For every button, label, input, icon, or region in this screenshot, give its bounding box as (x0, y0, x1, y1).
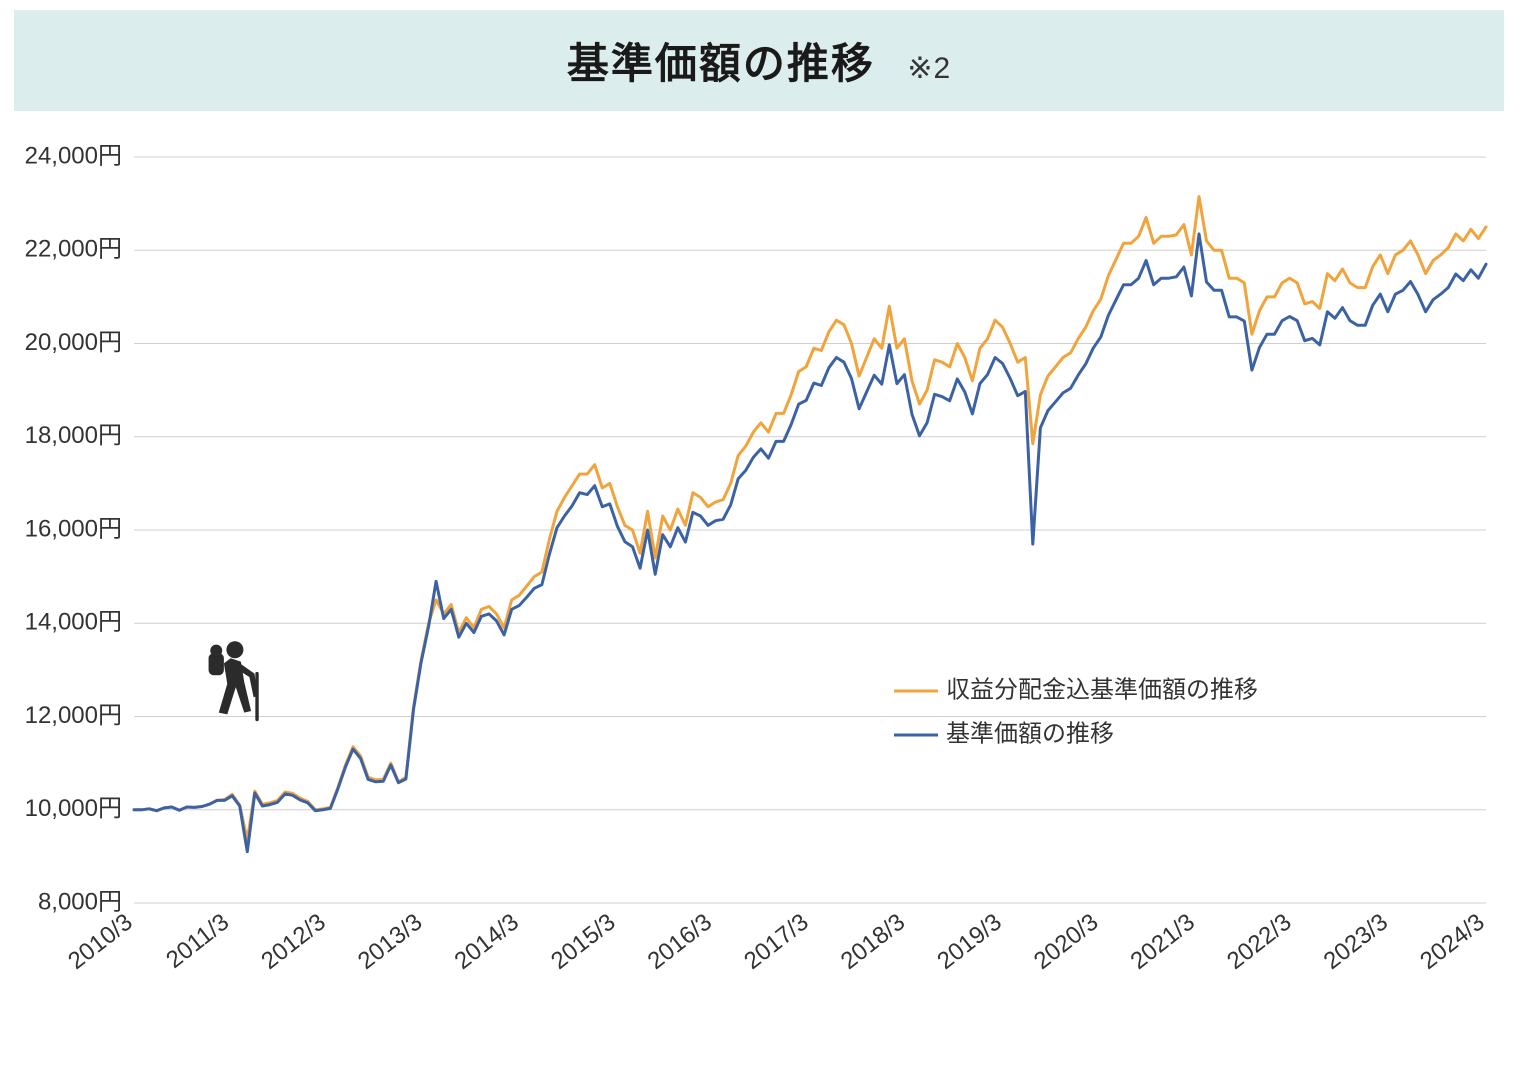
y-tick-label: 14,000円 (25, 609, 122, 636)
chart-title-note: ※2 (907, 52, 951, 85)
x-tick-label: 2019/3 (932, 908, 1006, 974)
legend-label: 基準価額の推移 (946, 720, 1114, 747)
x-tick-label: 2023/3 (1319, 908, 1393, 974)
x-tick-label: 2013/3 (353, 908, 427, 974)
x-tick-label: 2022/3 (1222, 908, 1296, 974)
y-tick-label: 24,000円 (25, 142, 122, 169)
line-chart: 8,000円 10,000円 12,000円 14,000円 16,000円 18,000… (14, 129, 1504, 1029)
hiker-icon (209, 641, 259, 721)
x-tick-label: 2012/3 (256, 908, 330, 974)
x-tick-label: 2014/3 (450, 908, 524, 974)
x-tick-label: 2010/3 (63, 908, 137, 974)
legend-label: 収益分配金込基準価額の推移 (946, 676, 1258, 703)
x-tick-label: 2016/3 (643, 908, 717, 974)
chart-title: 基準価額の推移 (567, 40, 875, 87)
chart-container: 8,000円 10,000円 12,000円 14,000円 16,000円 18,000… (14, 129, 1504, 1029)
series-line (134, 234, 1486, 852)
chart-title-bar: 基準価額の推移 ※2 (14, 10, 1504, 111)
y-tick-label: 12,000円 (25, 702, 122, 729)
y-tick-label: 22,000円 (25, 236, 122, 263)
x-tick-label: 2017/3 (739, 908, 813, 974)
x-tick-label: 2018/3 (836, 908, 910, 974)
y-tick-label: 16,000円 (25, 515, 122, 542)
y-tick-label: 8,000円 (38, 888, 122, 915)
x-tick-label: 2024/3 (1415, 908, 1489, 974)
x-tick-label: 2021/3 (1126, 908, 1200, 974)
x-tick-label: 2020/3 (1029, 908, 1103, 974)
y-tick-label: 10,000円 (25, 795, 122, 822)
y-tick-label: 20,000円 (25, 329, 122, 356)
series-line (134, 197, 1486, 841)
x-tick-label: 2015/3 (546, 908, 620, 974)
x-tick-label: 2011/3 (161, 908, 234, 973)
y-tick-label: 18,000円 (25, 422, 122, 449)
